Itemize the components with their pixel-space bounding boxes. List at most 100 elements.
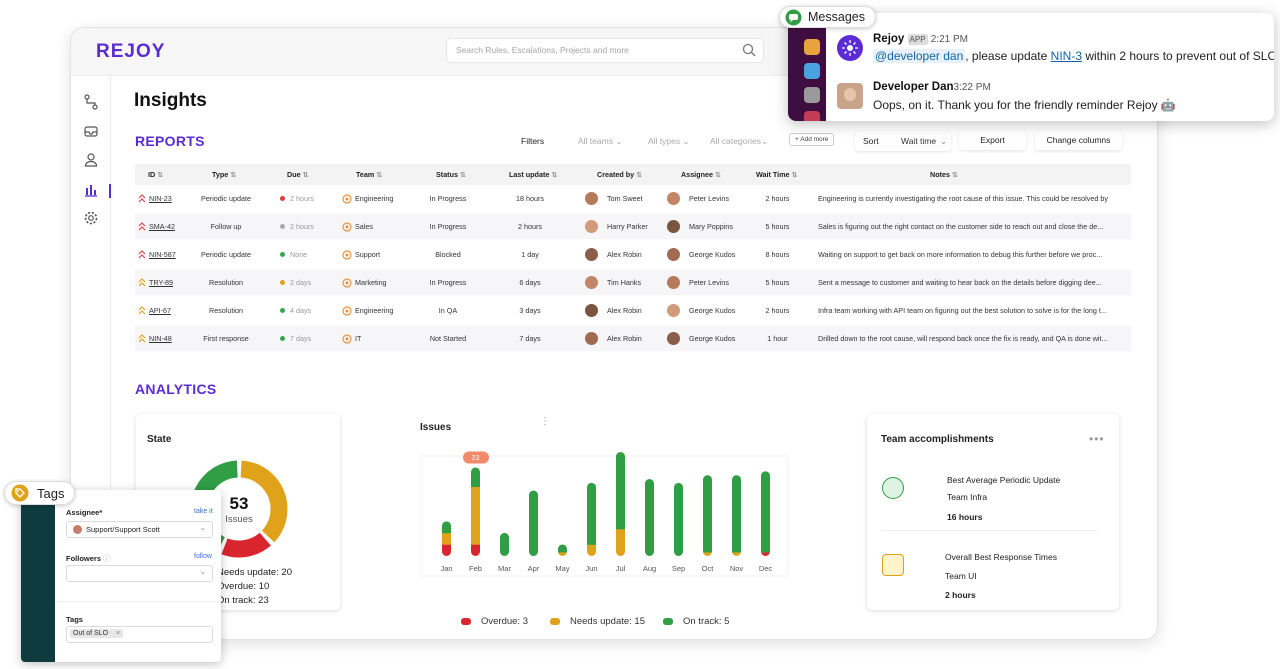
take-it-link[interactable]: take it [194,508,213,515]
team-card-more-icon[interactable]: ••• [1089,432,1105,446]
search-icon[interactable] [742,43,756,57]
message-1-mention[interactable]: @developer dan [873,49,966,63]
followers-label: Followers ⓘ [66,554,111,563]
header-notes[interactable]: Notes ⇅ [930,170,959,179]
team-icon [342,221,352,232]
issues-more-icon[interactable]: ⋮ [540,416,550,427]
bar-nov-on-track[interactable] [732,475,741,553]
table-row[interactable]: TRY-89 Resolution 2 days Marketing In Progre… [135,270,1131,295]
header-id[interactable]: ID ⇅ [148,170,164,179]
bar-jan-overdue[interactable] [442,544,451,556]
team-icon [342,333,352,344]
assignee-select[interactable]: Support/Support Scott ⌄ [66,521,213,538]
header-assignee[interactable]: Assignee ⇅ [681,170,721,179]
star-list-icon [882,554,904,576]
workspace-icon-2[interactable] [804,63,820,79]
types-filter[interactable]: All types ⌄ [648,136,690,146]
bar-feb-needs-update[interactable] [471,486,480,545]
bar-oct-needs-update[interactable] [703,552,712,556]
gear-icon[interactable] [83,210,99,226]
assignee-cell: Peter Levins [667,186,757,211]
issue-id-link[interactable]: SMA-42 [149,222,175,231]
reports-section-title: REPORTS [135,133,205,149]
sidebar [71,76,111,639]
sort-control[interactable]: Sort Wait time ⌄ [855,131,951,151]
tags-input[interactable]: Out of SLO × [66,626,213,643]
table-row[interactable]: NIN-23 Periodic update 2 hours Engineering I… [135,186,1131,211]
bar-jun-needs-update[interactable] [587,544,596,556]
issue-id-link[interactable]: NIN-23 [149,194,172,203]
inbox-icon[interactable] [83,123,99,139]
table-header-row: ID ⇅ Type ⇅ Due ⇅ Team ⇅ Status ⇅ Last u… [135,164,1131,185]
bar-nov-needs-update[interactable] [732,552,741,556]
issue-id-link[interactable]: NIN-587 [149,250,176,259]
header-wait-time[interactable]: Wait Time ⇅ [756,170,798,179]
priority-chevron-icon [138,186,146,211]
periodic-update-icon [882,477,904,499]
bar-aug-on-track[interactable] [645,479,654,556]
assignee-cell: George Kudos [667,298,757,323]
issue-id-link[interactable]: TRY-89 [149,278,173,287]
bar-dec-on-track[interactable] [761,471,770,553]
header-last-update[interactable]: Last update ⇅ [509,170,558,179]
header-team[interactable]: Team ⇅ [356,170,383,179]
workspace-icon-4[interactable] [804,111,820,121]
bar-mar-on-track[interactable] [500,532,509,557]
bar-may-needs-update[interactable] [558,552,567,556]
export-button[interactable]: Export [959,130,1026,150]
teams-filter[interactable]: All teams ⌄ [578,136,623,146]
header-created-by[interactable]: Created by ⇅ [597,170,643,179]
categories-filter[interactable]: All categories⌄ [710,136,769,146]
header-status[interactable]: Status ⇅ [436,170,466,179]
workspace-icon-1[interactable] [804,39,820,55]
message-1-time: 2:21 PM [930,34,968,45]
bar-value-badge-text: 23 [472,455,480,462]
issue-id-link[interactable]: NIN-48 [149,334,172,343]
change-columns-button[interactable]: Change columns [1035,130,1122,150]
bar-sep-on-track[interactable] [674,482,683,556]
priority-chevron-icon [138,298,146,323]
bar-jan-on-track[interactable] [442,521,451,534]
rejoy-logo[interactable]: REJOY [96,41,166,62]
message-1-link[interactable]: NIN-3 [1050,49,1082,63]
bar-jun-on-track[interactable] [587,482,596,545]
follow-link[interactable]: follow [194,553,212,560]
add-more-filter-button[interactable]: + Add more [789,133,835,146]
followers-select[interactable]: ⌄ [66,565,213,582]
issue-id-link[interactable]: API-67 [149,306,171,315]
table-row[interactable]: SMA-42 Follow up 2 hours Sales In Progress 2 … [135,214,1131,239]
message-2-sender[interactable]: Developer Dan [873,81,954,93]
bar-jul-needs-update[interactable] [616,529,625,556]
x-tick-label: Jan [440,564,452,573]
workspace-icon-3[interactable] [804,87,820,103]
table-row[interactable]: API-67 Resolution 4 days Engineering In QA 3 … [135,298,1131,323]
priority-chevron-icon [138,214,146,239]
avatar [585,332,598,345]
user-icon[interactable] [83,152,99,168]
bar-jan-needs-update[interactable] [442,532,451,545]
header-due[interactable]: Due ⇅ [287,170,309,179]
workflow-icon[interactable] [83,94,99,110]
search-input[interactable]: Search Rules, Escalations, Projects and … [446,38,764,63]
due-status-dot [280,308,285,313]
state-total-label: Issues [225,514,253,525]
bar-dec-overdue[interactable] [761,552,770,556]
chip-close-icon[interactable]: × [115,630,121,637]
bar-feb-overdue[interactable] [471,544,480,557]
table-row[interactable]: NIN-48 First response 7 days IT Not Started 7… [135,326,1131,351]
bar-may-on-track[interactable] [558,544,567,553]
insights-icon[interactable] [83,182,99,198]
assignee-cell: George Kudos [667,326,757,351]
team-icon [342,193,352,204]
donut-slice-needs-update[interactable] [190,460,288,558]
team-cell: Support [342,242,380,267]
bar-feb-on-track[interactable] [471,467,480,487]
bar-jul-on-track[interactable] [616,452,625,530]
avatar [585,276,598,289]
status-cell: In Progress [429,194,467,203]
bar-apr-on-track[interactable] [529,490,538,557]
table-row[interactable]: NIN-587 Periodic update None Support Blocked… [135,242,1131,267]
message-1-sender[interactable]: Rejoy [873,33,905,45]
bar-oct-on-track[interactable] [703,475,712,553]
header-type[interactable]: Type ⇅ [212,170,237,179]
